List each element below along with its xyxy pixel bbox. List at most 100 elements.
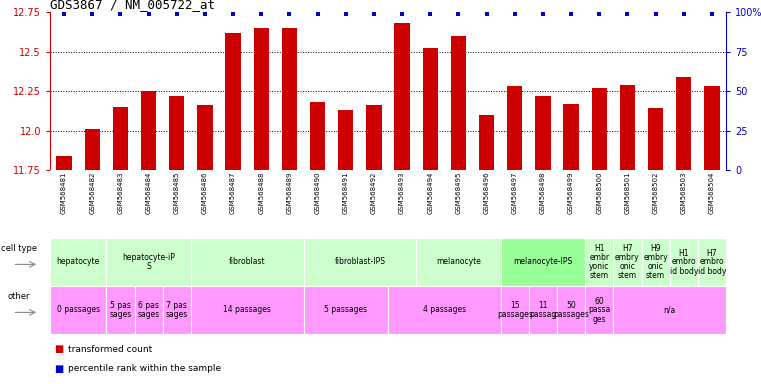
Bar: [169, 96, 184, 170]
Text: GSM568497: GSM568497: [511, 171, 517, 214]
Bar: [585, 238, 613, 286]
Text: GSM568491: GSM568491: [342, 171, 349, 214]
Text: GSM568482: GSM568482: [89, 171, 95, 214]
Bar: [642, 238, 670, 286]
Bar: [529, 286, 557, 334]
Bar: [310, 102, 326, 170]
Text: ■: ■: [54, 344, 63, 354]
Text: GSM568493: GSM568493: [399, 171, 405, 214]
Text: H7
embro
id body: H7 embro id body: [698, 248, 726, 275]
Text: GSM568502: GSM568502: [653, 171, 658, 214]
Text: GSM568484: GSM568484: [145, 171, 151, 214]
Bar: [197, 105, 212, 170]
Text: fibroblast: fibroblast: [229, 258, 266, 266]
Text: melanocyte: melanocyte: [436, 258, 481, 266]
Bar: [619, 85, 635, 170]
Text: transformed count: transformed count: [68, 345, 151, 354]
Bar: [56, 156, 72, 170]
Bar: [501, 286, 529, 334]
Bar: [670, 238, 698, 286]
Text: hepatocyte-iP
S: hepatocyte-iP S: [123, 253, 175, 271]
Bar: [704, 86, 720, 170]
Text: 11
passag: 11 passag: [530, 301, 556, 319]
Text: GSM568483: GSM568483: [117, 171, 123, 214]
Bar: [698, 238, 726, 286]
Bar: [557, 286, 585, 334]
Text: GSM568489: GSM568489: [286, 171, 292, 214]
Bar: [422, 48, 438, 170]
Text: 60
passa
ges: 60 passa ges: [588, 296, 610, 323]
Bar: [535, 96, 551, 170]
Bar: [191, 238, 304, 286]
Bar: [225, 33, 240, 170]
Bar: [107, 286, 135, 334]
Text: H1
embro
id body: H1 embro id body: [670, 248, 698, 275]
Text: GSM568501: GSM568501: [625, 171, 630, 214]
Text: GSM568503: GSM568503: [681, 171, 686, 214]
Bar: [591, 88, 607, 170]
Text: 5 passages: 5 passages: [324, 306, 368, 314]
Bar: [141, 91, 156, 170]
Text: GSM568481: GSM568481: [61, 171, 67, 214]
Bar: [451, 36, 466, 170]
Text: GSM568494: GSM568494: [427, 171, 433, 214]
Text: 0 passages: 0 passages: [56, 306, 100, 314]
Bar: [135, 286, 163, 334]
Text: GSM568496: GSM568496: [483, 171, 489, 214]
Text: 7 pas
sages: 7 pas sages: [166, 301, 188, 319]
Text: 6 pas
sages: 6 pas sages: [138, 301, 160, 319]
Text: GSM568499: GSM568499: [568, 171, 574, 214]
Bar: [479, 115, 495, 170]
Bar: [50, 238, 107, 286]
Bar: [613, 286, 726, 334]
Text: percentile rank within the sample: percentile rank within the sample: [68, 364, 221, 373]
Bar: [107, 238, 191, 286]
Text: GSM568504: GSM568504: [709, 171, 715, 214]
Bar: [501, 238, 585, 286]
Text: GSM568488: GSM568488: [258, 171, 264, 214]
Bar: [113, 107, 128, 170]
Text: 5 pas
sages: 5 pas sages: [110, 301, 132, 319]
Bar: [613, 238, 642, 286]
Bar: [282, 28, 297, 170]
Text: GDS3867 / NM_005722_at: GDS3867 / NM_005722_at: [50, 0, 215, 11]
Text: cell type: cell type: [1, 244, 37, 253]
Text: H9
embry
onic
stem: H9 embry onic stem: [643, 244, 668, 280]
Text: 15
passages: 15 passages: [497, 301, 533, 319]
Bar: [416, 238, 501, 286]
Bar: [191, 286, 304, 334]
Bar: [507, 86, 523, 170]
Text: H1
embr
yonic
stem: H1 embr yonic stem: [589, 244, 610, 280]
Bar: [676, 77, 692, 170]
Text: GSM568485: GSM568485: [174, 171, 180, 214]
Bar: [50, 286, 107, 334]
Text: GSM568495: GSM568495: [455, 171, 461, 214]
Text: fibroblast-IPS: fibroblast-IPS: [334, 258, 385, 266]
Bar: [84, 129, 100, 170]
Bar: [585, 286, 613, 334]
Bar: [394, 23, 410, 170]
Text: GSM568486: GSM568486: [202, 171, 208, 214]
Text: GSM568498: GSM568498: [540, 171, 546, 214]
Bar: [338, 110, 354, 170]
Text: other: other: [8, 292, 30, 301]
Text: GSM568490: GSM568490: [314, 171, 320, 214]
Text: ■: ■: [54, 364, 63, 374]
Text: 50
passages: 50 passages: [553, 301, 589, 319]
Bar: [388, 286, 501, 334]
Text: GSM568500: GSM568500: [597, 171, 602, 214]
Bar: [563, 104, 579, 170]
Text: H7
embry
onic
stem: H7 embry onic stem: [615, 244, 640, 280]
Text: 4 passages: 4 passages: [423, 306, 466, 314]
Bar: [304, 238, 416, 286]
Bar: [253, 28, 269, 170]
Bar: [648, 108, 664, 170]
Text: hepatocyte: hepatocyte: [56, 258, 100, 266]
Bar: [304, 286, 388, 334]
Text: 14 passages: 14 passages: [223, 306, 271, 314]
Text: GSM568487: GSM568487: [230, 171, 236, 214]
Text: melanocyte-IPS: melanocyte-IPS: [513, 258, 572, 266]
Bar: [163, 286, 191, 334]
Bar: [366, 105, 382, 170]
Text: GSM568492: GSM568492: [371, 171, 377, 214]
